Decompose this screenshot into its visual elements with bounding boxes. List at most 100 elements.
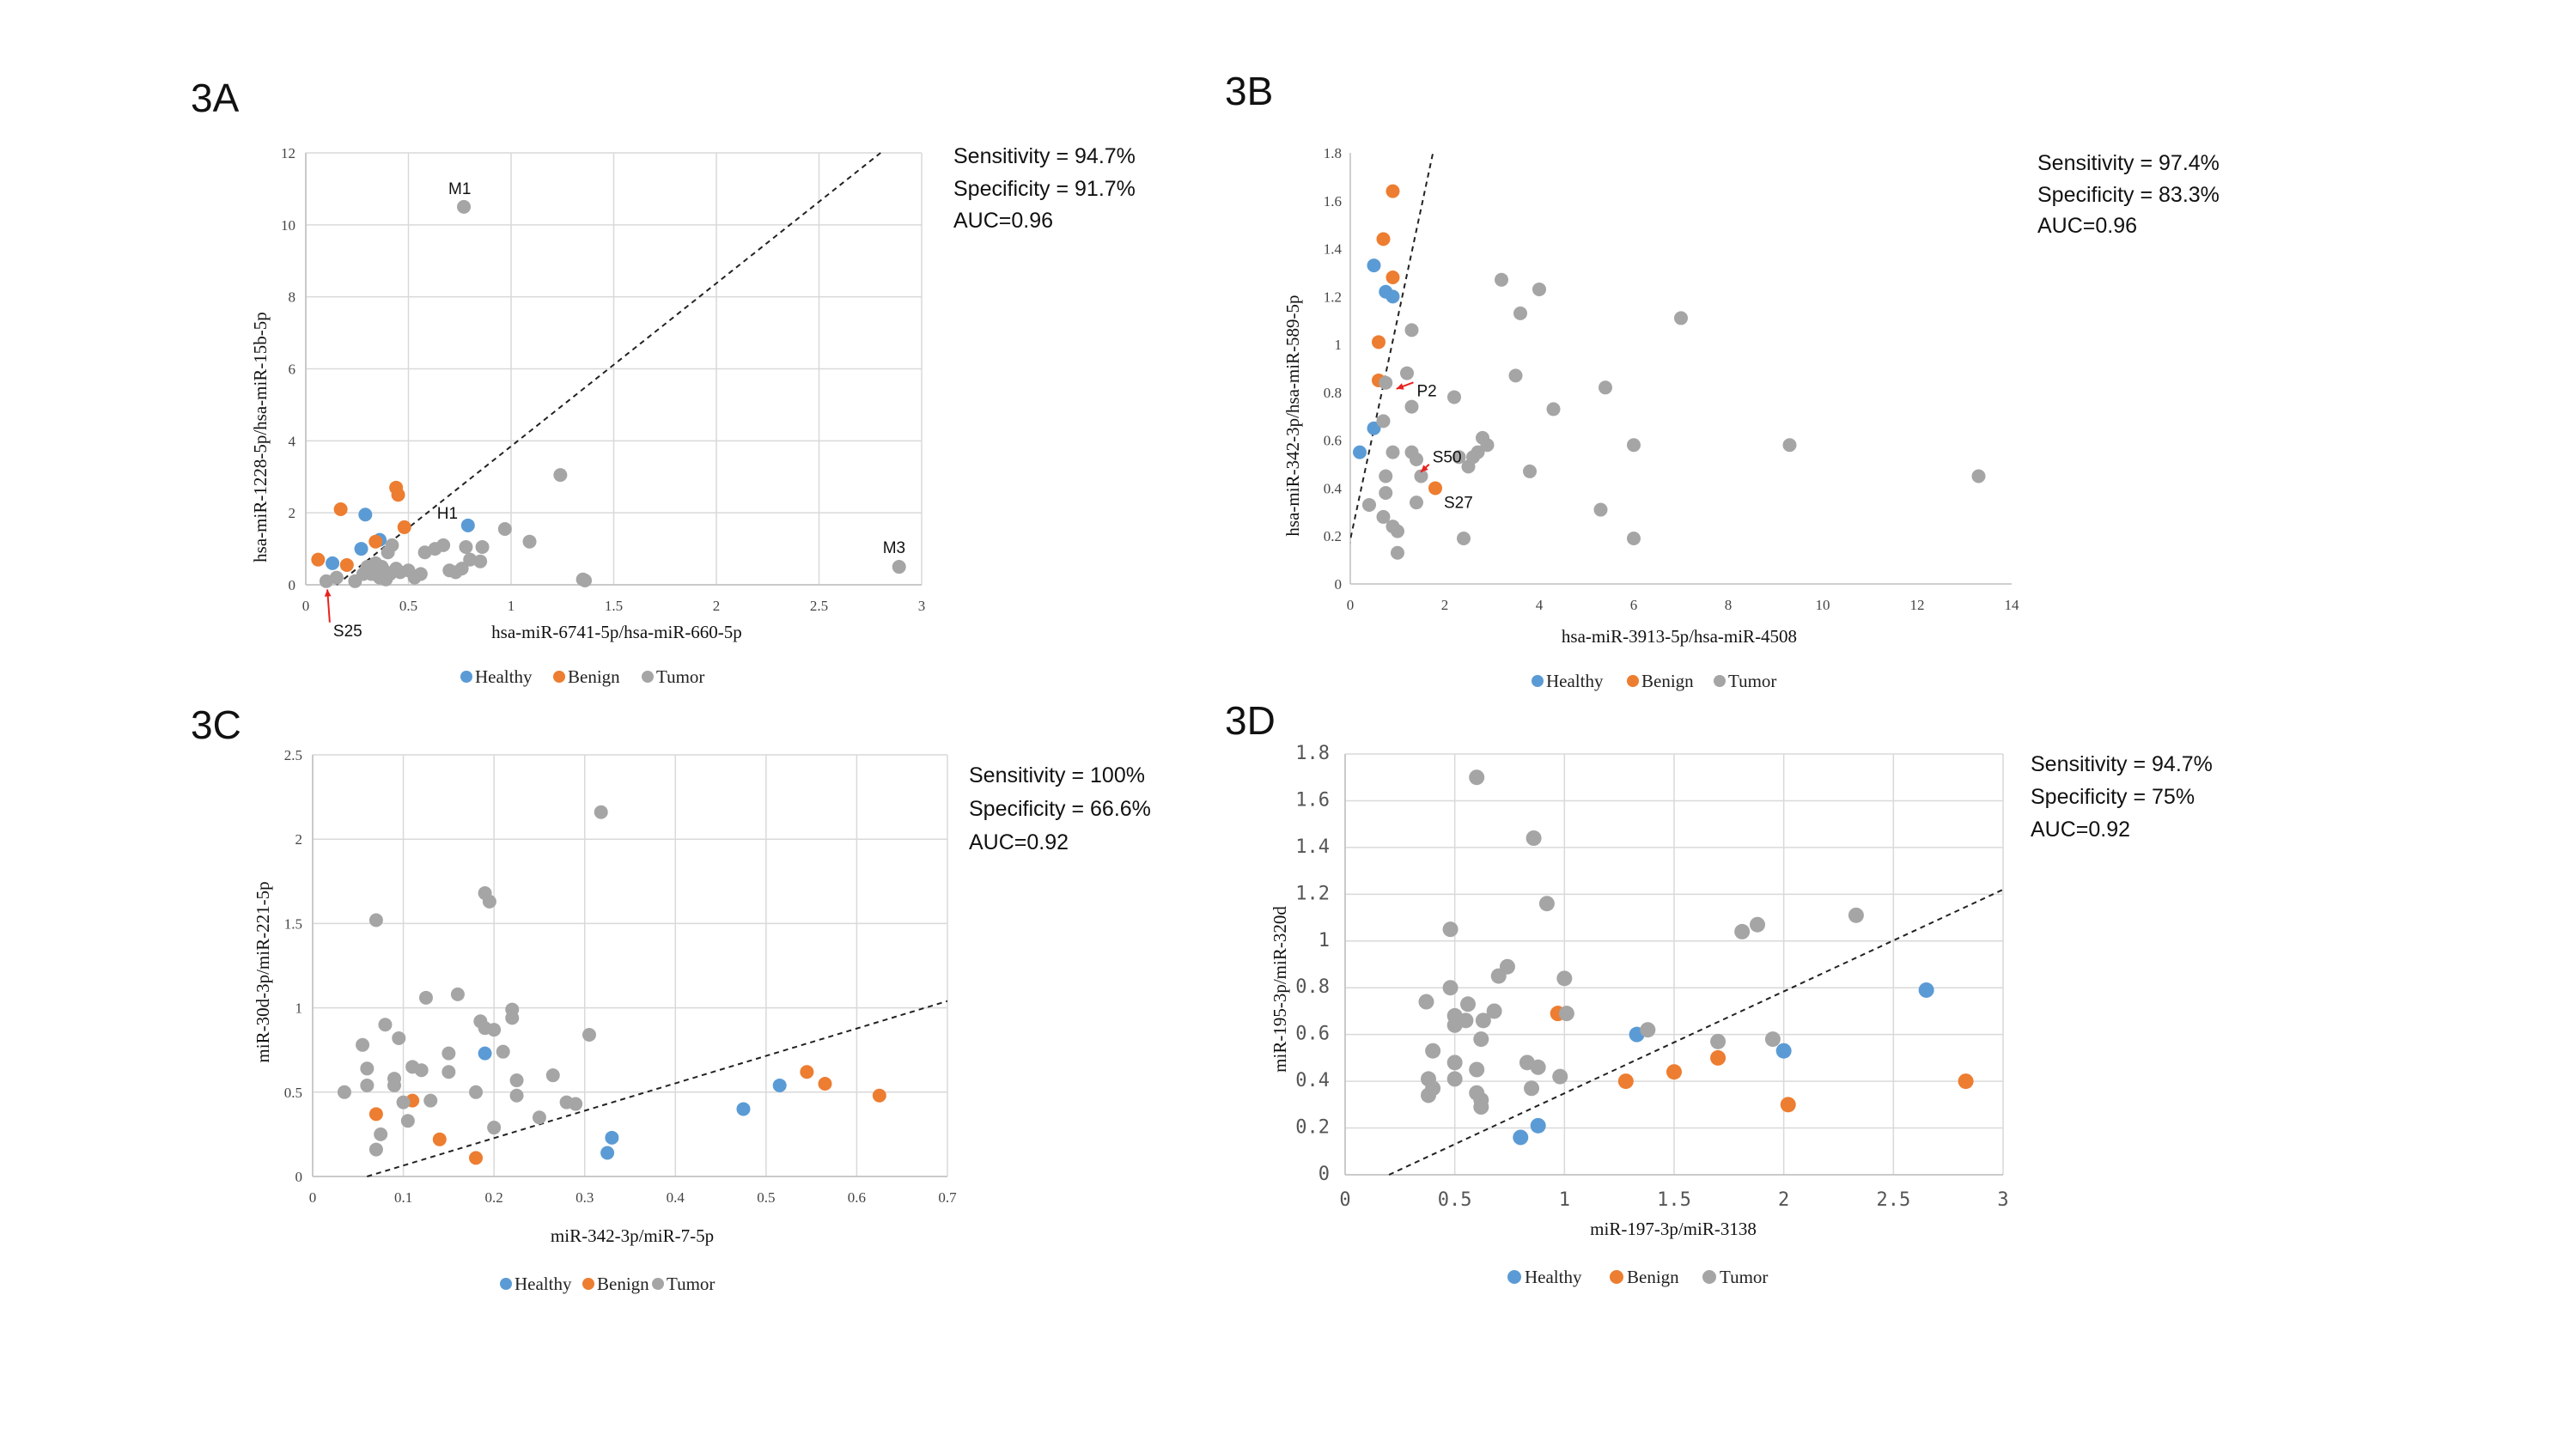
panel-label: 3D xyxy=(1225,698,1276,743)
auc-text: AUC=0.96 xyxy=(2037,214,2137,238)
point-tumor xyxy=(442,1046,456,1061)
point-benign xyxy=(469,1151,484,1165)
point-benign xyxy=(1710,1049,1726,1066)
point-tumor xyxy=(1627,532,1641,546)
point-tumor xyxy=(1457,532,1471,546)
point-tumor xyxy=(1379,375,1393,390)
annotation-label: P2 xyxy=(1417,382,1437,400)
point-tumor xyxy=(582,1028,596,1043)
legend-marker-benign xyxy=(1610,1270,1623,1284)
point-tumor xyxy=(1446,1071,1463,1087)
x-tick-label: 1 xyxy=(1559,1189,1570,1211)
legend: Healthy Benign Tumor xyxy=(460,666,704,687)
point-tumor xyxy=(475,539,490,554)
legend: Healthy Benign Tumor xyxy=(1507,1267,1768,1287)
legend-marker-healthy xyxy=(500,1278,512,1290)
panel-label: 3C xyxy=(191,702,241,747)
y-tick-label: 0.6 xyxy=(1295,1024,1330,1045)
x-axis-label: miR-342-3p/miR-7-5p xyxy=(551,1225,714,1246)
point-benign xyxy=(1385,271,1400,285)
legend-label-healthy: Healthy xyxy=(475,666,533,687)
point-tumor xyxy=(509,1088,524,1103)
point-tumor xyxy=(368,1142,383,1157)
cutoff-line xyxy=(367,1000,947,1177)
point-tumor xyxy=(413,567,428,581)
x-tick-label: 0.2 xyxy=(485,1189,503,1206)
x-tick-label: 0.6 xyxy=(848,1189,866,1206)
point-tumor xyxy=(1593,502,1608,517)
x-tick-label: 2.5 xyxy=(810,598,828,614)
y-tick-label: 0.5 xyxy=(284,1085,302,1101)
point-tumor xyxy=(1750,916,1766,933)
point-benign xyxy=(1372,335,1385,350)
legend-marker-benign xyxy=(1627,675,1639,687)
x-tick-label: 3 xyxy=(1997,1189,2008,1211)
x-tick-label: 0.1 xyxy=(394,1189,412,1206)
point-tumor xyxy=(1674,311,1688,325)
sensitivity-text: Sensitivity = 94.7% xyxy=(2031,752,2213,776)
y-tick-label: 2 xyxy=(289,505,296,521)
point-tumor xyxy=(1362,497,1376,512)
annotation-arrowhead xyxy=(324,589,332,597)
point-healthy xyxy=(326,556,340,570)
point-tumor xyxy=(1546,402,1561,416)
point-tumor xyxy=(1486,1003,1502,1019)
cutoff-line xyxy=(336,152,881,586)
point-tumor xyxy=(545,1068,560,1083)
legend-label-healthy: Healthy xyxy=(1546,671,1604,691)
point-tumor xyxy=(1458,1012,1474,1029)
point-tumor xyxy=(487,1023,502,1037)
y-tick-label: 0 xyxy=(295,1169,303,1185)
point-tumor xyxy=(1471,445,1485,459)
legend-marker-healthy xyxy=(1532,675,1544,687)
cutoff-line xyxy=(1350,152,1434,544)
specificity-text: Specificity = 66.6% xyxy=(969,797,1151,821)
x-tick-label: 0.3 xyxy=(575,1189,594,1206)
x-tick-label: 2 xyxy=(1778,1189,1789,1211)
point-tumor xyxy=(463,552,478,567)
point-tumor xyxy=(487,1121,502,1135)
legend-label-benign: Benign xyxy=(1627,1267,1679,1287)
legend-marker-tumor xyxy=(652,1278,664,1290)
legend-label-tumor: Tumor xyxy=(667,1274,715,1294)
point-tumor xyxy=(418,990,433,1005)
point-tumor xyxy=(1556,970,1573,987)
y-tick-label: 0 xyxy=(289,577,296,593)
legend-marker-benign xyxy=(553,671,565,683)
point-tumor xyxy=(1640,1022,1656,1038)
x-tick-label: 14 xyxy=(2005,597,2020,613)
x-tick-label: 2.5 xyxy=(1876,1189,1910,1211)
point-tumor xyxy=(532,1110,546,1125)
point-healthy xyxy=(460,518,475,532)
point-tumor xyxy=(1379,469,1393,483)
legend-label-tumor: Tumor xyxy=(656,666,704,687)
point-tumor xyxy=(414,1063,429,1078)
specificity-text: Specificity = 75% xyxy=(2031,785,2195,809)
x-tick-label: 0.5 xyxy=(757,1189,775,1206)
panel-label: 3B xyxy=(1225,69,1273,113)
point-tumor xyxy=(385,538,399,552)
y-tick-label: 1.8 xyxy=(1295,743,1330,764)
x-tick-label: 0 xyxy=(1339,1189,1350,1211)
y-tick-label: 0.4 xyxy=(1324,480,1343,496)
legend-label-tumor: Tumor xyxy=(1728,671,1776,691)
point-tumor xyxy=(1404,399,1419,414)
point-tumor xyxy=(496,1044,510,1059)
point-benign xyxy=(1958,1073,1974,1090)
point-tumor xyxy=(1848,907,1864,923)
y-tick-label: 4 xyxy=(289,433,296,449)
point-tumor xyxy=(356,1037,370,1052)
annotation-arrowhead xyxy=(1421,465,1428,472)
point-tumor xyxy=(1447,390,1461,404)
legend-marker-tumor xyxy=(1702,1270,1716,1284)
point-benign xyxy=(1428,481,1442,495)
y-tick-label: 6 xyxy=(289,362,296,378)
y-tick-label: 1.2 xyxy=(1295,883,1330,904)
legend: Healthy Benign Tumor xyxy=(1532,671,1776,691)
x-tick-label: 2 xyxy=(713,598,721,614)
point-tumor xyxy=(1391,545,1404,560)
point-tumor xyxy=(1459,996,1476,1012)
point-tumor xyxy=(578,573,593,587)
legend-marker-healthy xyxy=(1507,1270,1521,1284)
